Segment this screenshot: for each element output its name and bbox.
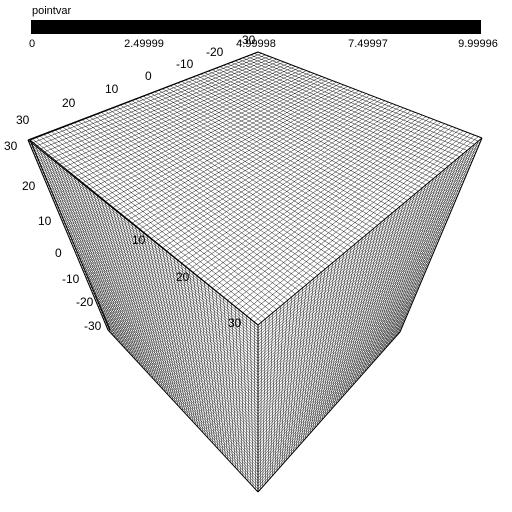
left-face-grid-line [102,317,259,482]
left-face-grid-line [242,312,249,482]
left-face-grid-line [98,307,259,473]
right-face-grid-line [257,312,409,476]
cube-edge [257,51,483,139]
left-axis-label-1: 20 [22,179,36,193]
cube-edge [107,329,259,493]
right-face-grid-line [257,305,412,470]
top-axis-label-0: -20 [206,45,224,59]
right-face-grid-line [257,325,403,487]
left-face-grid-line [234,306,244,476]
colorbar-tick-0: 0 [28,38,36,50]
right-face-grid-line [383,159,457,351]
right-face-grid-line [385,156,460,349]
colorbar-tick-3: 7.49997 [348,38,388,50]
wireframe-cube [27,51,483,493]
top-face-grid-line [250,54,475,145]
left-face-grid-line [246,315,251,484]
top-face-grid-line [254,53,479,142]
right-face-grid-line [257,328,402,490]
colorbar-tick-1: 2.49999 [124,38,164,50]
top-face-grid-line [242,57,468,151]
left-face-grid-line [97,304,259,470]
right-face-grid-line [257,322,405,484]
cube-edge [257,331,401,493]
left-axis-label-4: -10 [62,272,80,286]
top-face-grid-line [250,134,475,319]
axes-group: -20 -10 0 10 20 30 -30 30 20 10 0 -10 -2… [4,33,259,333]
left-face-grid-line [223,297,236,468]
top-face-grid-line [234,60,460,157]
colorbar-tick-4: 9.99996 [458,38,498,50]
top-face-grid-line [238,130,464,310]
left-axis-label-6: -30 [84,319,102,333]
left-axis-label-3: 0 [55,246,62,260]
top-axis-end-label: -30 [238,33,256,47]
top-face-grid-line [231,62,456,161]
right-face-grid-line [257,309,410,473]
cube-edge [27,139,109,331]
colorbar-tick-2: 4.99998 [236,38,276,50]
right-face-grid-line [397,141,479,335]
diagonal-axis-label-0: 10 [132,233,146,247]
top-face-grid-line [227,63,453,164]
right-face-grid-line [257,318,406,482]
top-face-grid-line [231,127,457,304]
diagonal-axis-line [29,139,259,326]
right-face-grid-line [257,302,413,468]
cube-edge [399,137,483,333]
left-face-grid-line [253,321,256,490]
left-face-grid-line [250,318,254,487]
left-axis-line [29,139,111,331]
top-face-grid-line [242,132,468,313]
right-face-grid-line [395,144,475,338]
top-face-grid-line [227,126,453,301]
top-axis-label-1: -10 [176,57,194,71]
diagonal-axis-label-2: 30 [228,316,242,330]
right-face-grid-line [387,153,464,346]
right-face-grid-line [390,150,468,343]
left-face-grid-line [101,314,259,479]
top-face-grid-line [234,129,460,307]
colorbar [31,20,481,34]
left-axis-label-2: 10 [38,214,52,228]
top-face-grid-line [223,124,449,298]
left-face-grid-line [238,309,246,479]
right-face-grid-line [392,147,472,341]
top-face-grid-line [238,59,464,154]
left-face-grid-line [106,326,259,490]
left-face-grid-line [230,303,241,474]
top-axis-line [29,51,259,141]
right-face-grid-line [257,315,407,479]
right-face-grid-line [257,299,414,465]
top-face-grid-line [219,123,445,295]
left-face-grid-line [105,323,259,487]
left-axis-label-0: 30 [4,139,18,153]
cube-edge [257,137,483,326]
top-face-grid-line [254,136,479,323]
left-axis-label-5: -20 [76,295,94,309]
left-face-grid-line [94,298,259,465]
top-axis-label-2: 0 [145,69,152,83]
top-axis-label-3: 10 [105,82,119,96]
left-face-grid-line [95,301,259,468]
left-face-grid-line [227,300,239,471]
top-face-grid-line [246,56,471,148]
left-face-grid-line [103,320,259,484]
legend-title: pointvar [32,5,72,17]
top-face-grid-line [246,133,471,316]
top-axis-label-4: 20 [62,96,76,110]
diagonal-axis-label-1: 20 [176,270,190,284]
top-face-grid-line [223,64,449,167]
top-axis-label-5: 30 [16,113,30,127]
right-face-grid-line [378,166,449,357]
right-face-grid-line [380,162,453,354]
left-face-grid-line [99,310,259,476]
